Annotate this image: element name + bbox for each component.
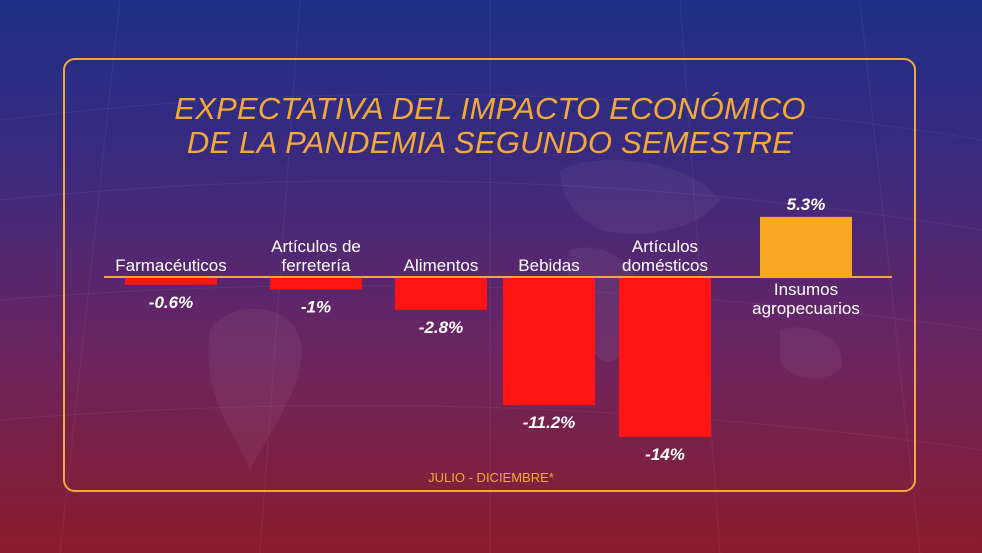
bar-5 [760, 216, 852, 277]
chart-title: EXPECTATIVA DEL IMPACTO ECONÓMICO DE LA … [150, 92, 830, 160]
category-label-line: Insumos [774, 280, 838, 299]
value-label-0: -0.6% [149, 293, 193, 312]
value-label-3: -11.2% [523, 413, 576, 432]
category-label-line: Bebidas [518, 256, 579, 275]
category-label-line: ferretería [282, 256, 352, 275]
period-footnote: JULIO - DICIEMBRE* [428, 470, 554, 485]
category-label-line: domésticos [622, 256, 708, 275]
value-label-2: -2.8% [419, 318, 463, 337]
bar-3 [503, 278, 595, 406]
category-label-line: Artículos de [271, 237, 361, 256]
chart-frame [63, 58, 916, 492]
category-label-line: Farmacéuticos [115, 256, 226, 275]
category-label-2: Alimentos [404, 256, 479, 275]
bar-2 [395, 278, 487, 310]
category-label-3: Bebidas [518, 256, 579, 275]
bar-4 [619, 278, 711, 437]
category-label-1: Artículos de ferretería [271, 237, 361, 275]
bar-1 [270, 278, 362, 290]
value-label-1: -1% [301, 297, 331, 316]
category-label-line: agropecuarios [752, 299, 860, 318]
category-label-4: Artículos domésticos [622, 237, 708, 275]
value-label-4: -14% [645, 445, 685, 464]
title-line-2: DE LA PANDEMIA SEGUNDO SEMESTRE [186, 125, 794, 160]
category-label-0: Farmacéuticos [115, 256, 226, 275]
value-label-5: 5.3% [787, 195, 826, 214]
category-label-5: Insumos agropecuarios [752, 280, 860, 318]
bar-0 [125, 278, 217, 285]
category-label-line: Alimentos [404, 256, 479, 275]
category-label-line: Artículos [632, 237, 698, 256]
title-line-1: EXPECTATIVA DEL IMPACTO ECONÓMICO [174, 91, 806, 126]
